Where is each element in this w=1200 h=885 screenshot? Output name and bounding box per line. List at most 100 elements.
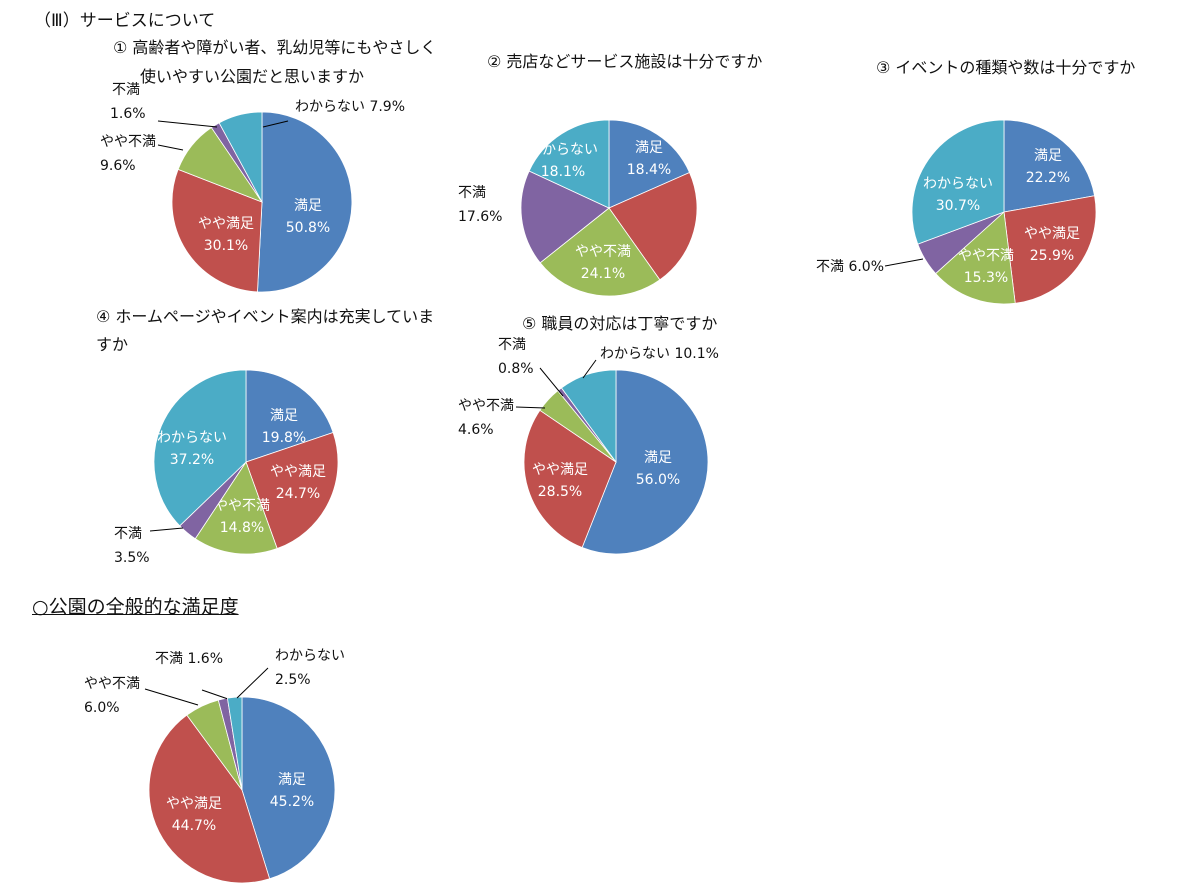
slice-somewhat-dissatisfied-value-label: 6.0% bbox=[84, 700, 120, 716]
slice-somewhat-satisfied-category-label: やや満足 bbox=[270, 464, 326, 480]
slice-dissatisfied-category-label: 不満 bbox=[112, 82, 140, 98]
slice-satisfied-category-label: 満足 bbox=[294, 198, 322, 214]
chart-4-title-line-1: ④ ホームページやイベント案内は充実していま bbox=[96, 307, 434, 326]
slice-dissatisfied-category-label: 不満 bbox=[458, 185, 486, 201]
slice-dissatisfied-leader-line bbox=[884, 258, 924, 267]
slice-somewhat-satisfied-value-label: 24.7% bbox=[276, 486, 320, 502]
slice-dissatisfied-value-label: 0.8% bbox=[498, 361, 534, 377]
slice-unknown-category-label: わからない bbox=[528, 142, 598, 158]
slice-unknown bbox=[218, 111, 263, 203]
slice-somewhat-satisfied bbox=[1003, 195, 1097, 304]
slice-dissatisfied-leader-line bbox=[539, 367, 564, 397]
slice-somewhat-satisfied-value-label: 25.9% bbox=[1030, 248, 1074, 264]
slice-unknown bbox=[528, 119, 610, 209]
slice-somewhat-dissatisfied-leader-line bbox=[157, 144, 184, 151]
slice-unknown bbox=[226, 696, 243, 791]
slice-somewhat-dissatisfied-value-label: 15.3% bbox=[964, 270, 1008, 286]
slice-dissatisfied-leader-line bbox=[157, 120, 218, 128]
slice-satisfied-value-label: 45.2% bbox=[270, 794, 314, 810]
slice-unknown-category-label: わからない bbox=[923, 176, 993, 192]
slice-somewhat-satisfied bbox=[245, 431, 339, 550]
slice-dissatisfied-leader-line bbox=[201, 689, 229, 700]
slice-satisfied-value-label: 50.8% bbox=[286, 220, 330, 236]
slice-unknown bbox=[560, 369, 617, 464]
pie-chart-6: 満足 45.2% やや満足 44.7% やや不満 6.0% 不満 1.6% わからない 2.5% bbox=[84, 648, 345, 884]
slice-satisfied bbox=[241, 696, 336, 880]
slice-somewhat-dissatisfied-value-label: 24.1% bbox=[581, 266, 625, 282]
overall-title: ○公園の全般的な満足度 bbox=[32, 596, 239, 618]
slice-satisfied bbox=[245, 369, 334, 463]
slice-somewhat-satisfied-value-label: 28.5% bbox=[538, 484, 582, 500]
slice-somewhat-dissatisfied-category-label: やや不満 bbox=[575, 244, 631, 260]
slice-dissatisfied-value-label: 3.5% bbox=[114, 550, 150, 566]
slice-somewhat-dissatisfied-category-label: やや不満 bbox=[958, 248, 1014, 264]
slice-unknown-value-label: 2.5% bbox=[275, 672, 311, 688]
slice-somewhat-dissatisfied-value-label: 9.6% bbox=[100, 158, 136, 174]
slice-dissatisfied-leader-line bbox=[149, 527, 184, 532]
slice-somewhat-satisfied bbox=[171, 168, 263, 293]
chart-2-title-line-1: ② 売店などサービス施設は十分ですか bbox=[487, 52, 762, 71]
slice-satisfied-category-label: 満足 bbox=[270, 408, 298, 424]
slice-satisfied bbox=[1003, 119, 1096, 213]
slice-satisfied-value-label: 56.0% bbox=[636, 472, 680, 488]
chart-5-title-line-1: ⑤ 職員の対応は丁寧ですか bbox=[522, 314, 717, 333]
slice-satisfied bbox=[581, 369, 709, 555]
slice-somewhat-dissatisfied-category-label: やや不満 bbox=[214, 498, 270, 514]
slice-somewhat-satisfied-category-label: やや満足 bbox=[166, 796, 222, 812]
slice-somewhat-satisfied bbox=[608, 172, 698, 281]
slice-somewhat-dissatisfied-category-label: やや不満 bbox=[100, 134, 156, 150]
slice-somewhat-dissatisfied bbox=[935, 211, 1016, 305]
slice-dissatisfied-label: 不満 1.6% bbox=[155, 651, 223, 667]
slice-dissatisfied-value-label: 1.6% bbox=[110, 106, 146, 122]
slice-satisfied-value-label: 19.8% bbox=[262, 430, 306, 446]
slice-somewhat-dissatisfied bbox=[539, 207, 661, 297]
slice-dissatisfied-label: 不満 6.0% bbox=[816, 259, 884, 275]
slice-unknown-leader-line bbox=[236, 667, 269, 699]
section-title: （Ⅲ）サービスについて bbox=[34, 11, 216, 31]
slice-unknown-value-label: 30.7% bbox=[936, 198, 980, 214]
slice-somewhat-dissatisfied-leader-line bbox=[515, 406, 546, 409]
slice-satisfied-category-label: 満足 bbox=[635, 140, 663, 156]
slice-somewhat-satisfied bbox=[148, 714, 271, 884]
slice-somewhat-dissatisfied-category-label: やや不満 bbox=[458, 398, 514, 414]
slice-somewhat-satisfied-category-label: やや満足 bbox=[1024, 226, 1080, 242]
slice-unknown-leader-line bbox=[262, 120, 289, 128]
slice-somewhat-dissatisfied-value-label: 14.8% bbox=[220, 520, 264, 536]
slice-somewhat-satisfied-category-label: やや満足 bbox=[198, 216, 254, 232]
slice-unknown-category-label: わからない bbox=[275, 648, 345, 664]
slice-unknown bbox=[153, 369, 247, 527]
chart-1-title-line-1: ① 高齢者や障がい者、乳幼児等にもやさしく bbox=[113, 38, 436, 57]
slice-dissatisfied-category-label: 不満 bbox=[114, 526, 142, 542]
slice-dissatisfied-category-label: 不満 bbox=[498, 337, 526, 353]
slice-satisfied-category-label: 満足 bbox=[644, 450, 672, 466]
slice-unknown-category-label: わからない bbox=[157, 430, 227, 446]
slice-dissatisfied-value-label: 17.6% bbox=[458, 209, 502, 225]
slice-somewhat-dissatisfied bbox=[194, 461, 278, 555]
slice-satisfied-category-label: 満足 bbox=[1034, 148, 1062, 164]
slice-somewhat-satisfied-value-label: 30.1% bbox=[204, 238, 248, 254]
slice-satisfied-category-label: 満足 bbox=[278, 772, 306, 788]
slice-satisfied bbox=[257, 111, 353, 293]
slice-somewhat-satisfied-value-label: 44.7% bbox=[172, 818, 216, 834]
slice-unknown-value-label: 37.2% bbox=[170, 452, 214, 468]
chart-4-title-line-2: すか bbox=[96, 335, 128, 354]
slice-satisfied-value-label: 22.2% bbox=[1026, 170, 1070, 186]
slice-dissatisfied bbox=[520, 170, 610, 264]
slice-somewhat-dissatisfied-category-label: やや不満 bbox=[84, 676, 140, 692]
slice-satisfied-value-label: 18.4% bbox=[627, 162, 671, 178]
slice-unknown bbox=[911, 119, 1005, 245]
slice-somewhat-dissatisfied-value-label: 4.6% bbox=[458, 422, 494, 438]
slice-unknown-leader-line bbox=[582, 359, 597, 379]
slice-unknown-value-label: 18.1% bbox=[541, 164, 585, 180]
slice-unknown-label: わからない 10.1% bbox=[600, 346, 719, 362]
slice-somewhat-dissatisfied-leader-line bbox=[144, 688, 199, 706]
slice-somewhat-satisfied-category-label: やや満足 bbox=[532, 462, 588, 478]
chart-1-title-line-2: 使いやすい公園だと思いますか bbox=[140, 67, 364, 86]
slice-somewhat-satisfied bbox=[523, 409, 617, 549]
chart-3-title-line-1: ③ イベントの種類や数は十分ですか bbox=[876, 58, 1135, 77]
